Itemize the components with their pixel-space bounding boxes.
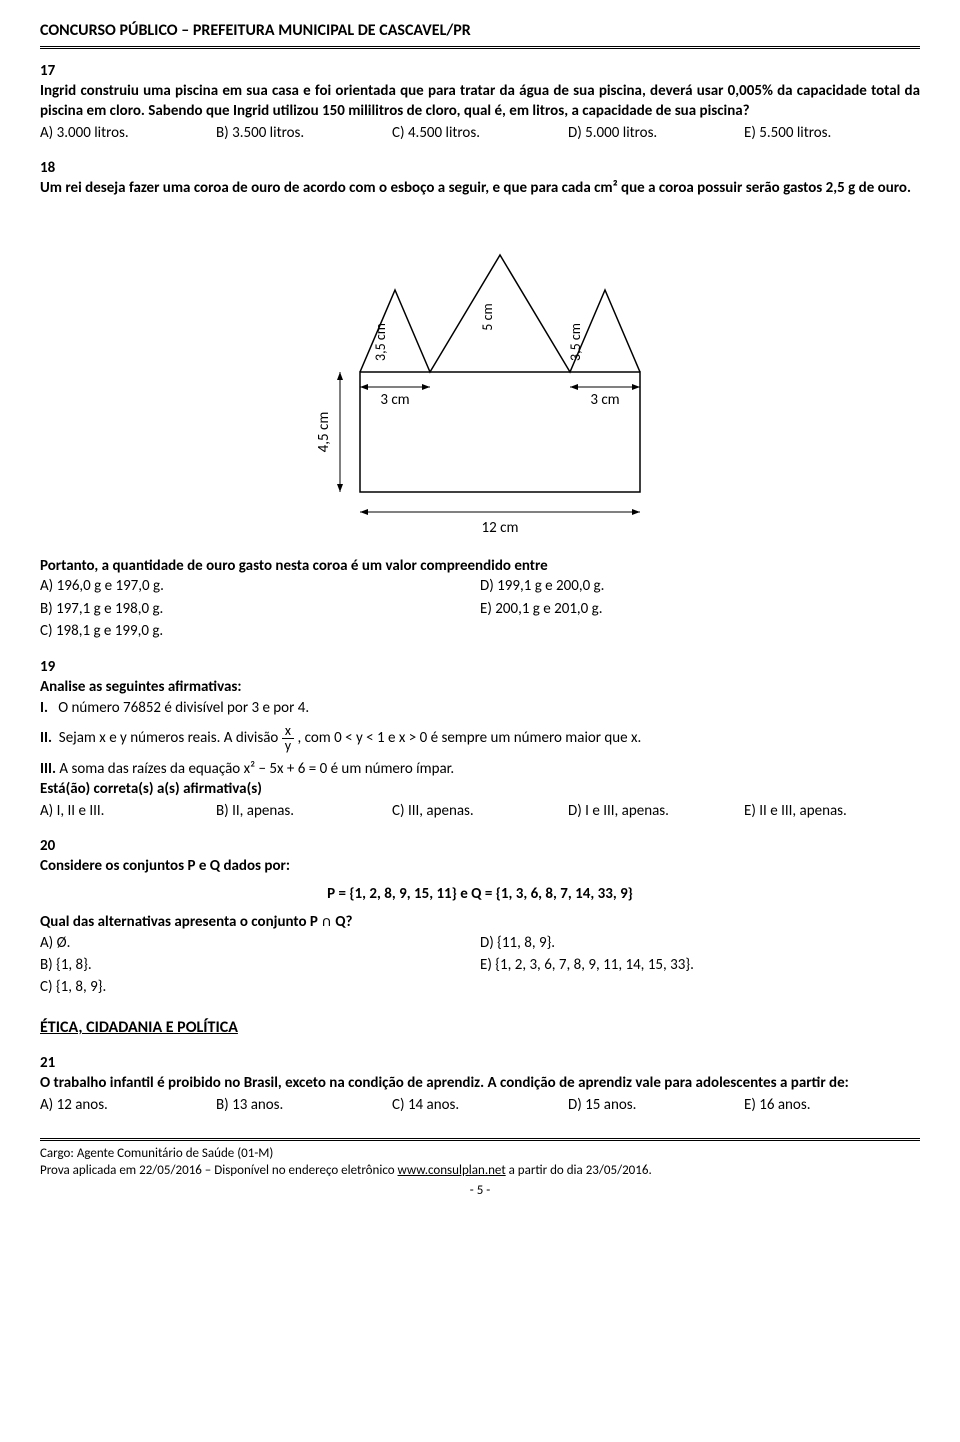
option-e: E) 16 anos. [744, 1095, 920, 1115]
set-definition: P = {1, 2, 8, 9, 15, 11} e Q = {1, 3, 6,… [40, 884, 920, 904]
question-text: O trabalho infantil é proibido no Brasil… [40, 1073, 920, 1093]
dim-right-base: 3 cm [590, 391, 619, 409]
footer-cargo: Cargo: Agente Comunitário de Saúde (01-M… [40, 1145, 920, 1163]
affirmative-3-pre: A soma das raízes da equação [59, 760, 243, 778]
options-row: A) 3.000 litros. B) 3.500 litros. C) 4.5… [40, 123, 920, 143]
question-number: 20 [40, 836, 920, 856]
affirmative-2-mid: , com 0 < y < 1 e x > 0 é sempre um núme… [297, 729, 641, 747]
question-20: 20 Considere os conjuntos P e Q dados po… [40, 836, 920, 1000]
option-c: C) 198,1 g e 199,0 g. [40, 621, 480, 641]
option-c: C) III, apenas. [392, 801, 568, 821]
option-e: E) 200,1 g e 201,0 g. [480, 599, 920, 619]
dim-rect-height: 4,5 cm [315, 412, 333, 453]
question-followup: Portanto, a quantidade de ouro gasto nes… [40, 556, 920, 576]
option-a: A) 196,0 g e 197,0 g. [40, 576, 480, 596]
question-ask: Qual das alternativas apresenta o conjun… [40, 912, 920, 932]
affirmative-1: I. O número 76852 é divisível por 3 e po… [40, 698, 920, 718]
option-a: A) Ø. [40, 933, 480, 953]
footer-date: Prova aplicada em 22/05/2016 – Disponíve… [40, 1162, 920, 1180]
fraction-x-over-y: xy [282, 724, 294, 753]
options-two-col: A) Ø. B) {1, 8}. C) {1, 8, 9}. D) {11, 8… [40, 933, 920, 1000]
affirmative-3-post: é um número ímpar. [327, 760, 454, 778]
question-number: 18 [40, 158, 920, 178]
dim-left-base: 3 cm [380, 391, 409, 409]
footer-url: www.consulplan.net [398, 1163, 506, 1178]
question-text: Um rei deseja fazer uma coroa de ouro de… [40, 178, 920, 198]
option-c: C) {1, 8, 9}. [40, 977, 480, 997]
equation: x² − 5x + 6 = 0 [244, 760, 328, 778]
affirmative-1-text: O número 76852 é divisível por 3 e por 4… [58, 699, 309, 717]
page-number: - 5 - [40, 1182, 920, 1200]
option-b: B) 197,1 g e 198,0 g. [40, 599, 480, 619]
option-a: A) 3.000 litros. [40, 123, 216, 143]
affirmative-2-pre: Sejam x e y números reais. A divisão [59, 729, 282, 747]
page-header: CONCURSO PÚBLICO – PREFEITURA MUNICIPAL … [40, 20, 920, 49]
section-title: ÉTICA, CIDADANIA E POLÍTICA [40, 1017, 920, 1039]
options-row: A) 12 anos. B) 13 anos. C) 14 anos. D) 1… [40, 1095, 920, 1115]
dim-left-height: 3,5 cm [372, 323, 389, 361]
option-d: D) 5.000 litros. [568, 123, 744, 143]
question-number: 21 [40, 1053, 920, 1073]
question-number: 17 [40, 61, 920, 81]
affirmative-2: II. Sejam x e y números reais. A divisão… [40, 724, 920, 753]
option-d: D) I e III, apenas. [568, 801, 744, 821]
footer-date-pre: Prova aplicada em 22/05/2016 – Disponíve… [40, 1163, 398, 1178]
option-e: E) II e III, apenas. [744, 801, 920, 821]
dim-right-height: 3,5 cm [567, 323, 584, 361]
question-18: 18 Um rei deseja fazer uma coroa de ouro… [40, 158, 920, 644]
option-b: B) II, apenas. [216, 801, 392, 821]
question-intro: Analise as seguintes afirmativas: [40, 677, 920, 697]
question-19: 19 Analise as seguintes afirmativas: I. … [40, 657, 920, 822]
option-e: E) {1, 2, 3, 6, 7, 8, 9, 11, 14, 15, 33}… [480, 955, 920, 975]
question-intro: Considere os conjuntos P e Q dados por: [40, 856, 920, 876]
question-21: 21 O trabalho infantil é proibido no Bra… [40, 1053, 920, 1116]
option-e: E) 5.500 litros. [744, 123, 920, 143]
option-d: D) {11, 8, 9}. [480, 933, 920, 953]
footer-date-post: a partir do dia 23/05/2016. [506, 1163, 652, 1178]
option-c: C) 4.500 litros. [392, 123, 568, 143]
question-number: 19 [40, 657, 920, 677]
crown-svg: 3,5 cm 5 cm 3,5 cm 3 cm 3 cm 4,5 cm [280, 212, 680, 542]
option-a: A) 12 anos. [40, 1095, 216, 1115]
question-ask: Está(ão) correta(s) a(s) afirmativa(s) [40, 779, 920, 799]
dim-mid-height: 5 cm [479, 303, 496, 330]
question-17: 17 Ingrid construiu uma piscina em sua c… [40, 61, 920, 144]
option-c: C) 14 anos. [392, 1095, 568, 1115]
option-d: D) 15 anos. [568, 1095, 744, 1115]
option-a: A) I, II e III. [40, 801, 216, 821]
affirmative-3: III. A soma das raízes da equação x² − 5… [40, 759, 920, 779]
page-footer: Cargo: Agente Comunitário de Saúde (01-M… [40, 1138, 920, 1200]
dim-rect-width: 12 cm [482, 519, 519, 537]
options-two-col: A) 196,0 g e 197,0 g. B) 197,1 g e 198,0… [40, 576, 920, 643]
option-d: D) 199,1 g e 200,0 g. [480, 576, 920, 596]
option-b: B) 3.500 litros. [216, 123, 392, 143]
option-b: B) 13 anos. [216, 1095, 392, 1115]
question-text: Ingrid construiu uma piscina em sua casa… [40, 81, 920, 122]
option-b: B) {1, 8}. [40, 955, 480, 975]
options-row: A) I, II e III. B) II, apenas. C) III, a… [40, 801, 920, 821]
crown-diagram: 3,5 cm 5 cm 3,5 cm 3 cm 3 cm 4,5 cm [40, 212, 920, 542]
